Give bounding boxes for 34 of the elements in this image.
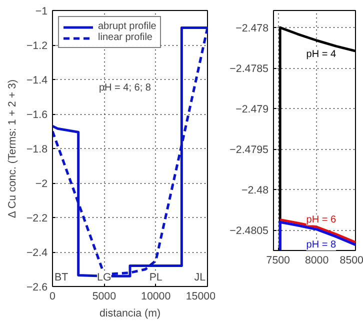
annotation: pH = 4; 6; 8 xyxy=(99,82,152,94)
legend-label: linear profile xyxy=(98,32,152,43)
annotation: JL xyxy=(194,272,206,284)
legend-label: abrupt profile xyxy=(98,21,156,32)
series-label: pH = 4 xyxy=(306,49,336,60)
y-tick-label: −2 xyxy=(35,178,48,190)
y-tick-label: −1.2 xyxy=(26,40,48,52)
x-tick-label: 7500 xyxy=(266,254,290,266)
y-tick-label: −2.478 xyxy=(236,22,269,35)
x-axis-title: distancia (m) xyxy=(100,308,161,320)
x-tick-label: 10000 xyxy=(141,290,171,302)
y-tick-label: −2.6 xyxy=(26,282,48,294)
y-tick-label: −2.48 xyxy=(242,184,269,197)
y-tick-label: −2.4805 xyxy=(230,225,269,238)
y-tick-label: −2.4795 xyxy=(230,144,269,156)
x-tick-label: 15000 xyxy=(186,290,216,302)
x-tick-label: 0 xyxy=(50,290,56,302)
series-label: pH = 6 xyxy=(306,214,336,226)
y-tick-label: −1.8 xyxy=(26,144,48,156)
series-label: pH = 8 xyxy=(306,240,336,251)
y-tick-label: −2.2 xyxy=(26,212,48,224)
y-tick-label: −1 xyxy=(35,6,48,18)
y-tick-label: −2.4785 xyxy=(230,63,269,76)
y-tick-label: −1.4 xyxy=(26,74,48,86)
x-tick-label: 8500 xyxy=(340,254,363,266)
annotation: LG xyxy=(97,272,112,284)
x-tick-label: 8000 xyxy=(304,254,329,266)
annotation: PL xyxy=(149,272,162,284)
y-tick-label: −1.6 xyxy=(26,109,48,121)
y-tick-label: −2.4 xyxy=(26,247,48,259)
y-axis-title: Δ Cu conc. (Terms: 1 + 2 + 3) xyxy=(6,79,18,218)
y-tick-label: −2.479 xyxy=(236,104,269,116)
annotation: BT xyxy=(54,272,69,284)
x-tick-label: 5000 xyxy=(92,290,116,302)
